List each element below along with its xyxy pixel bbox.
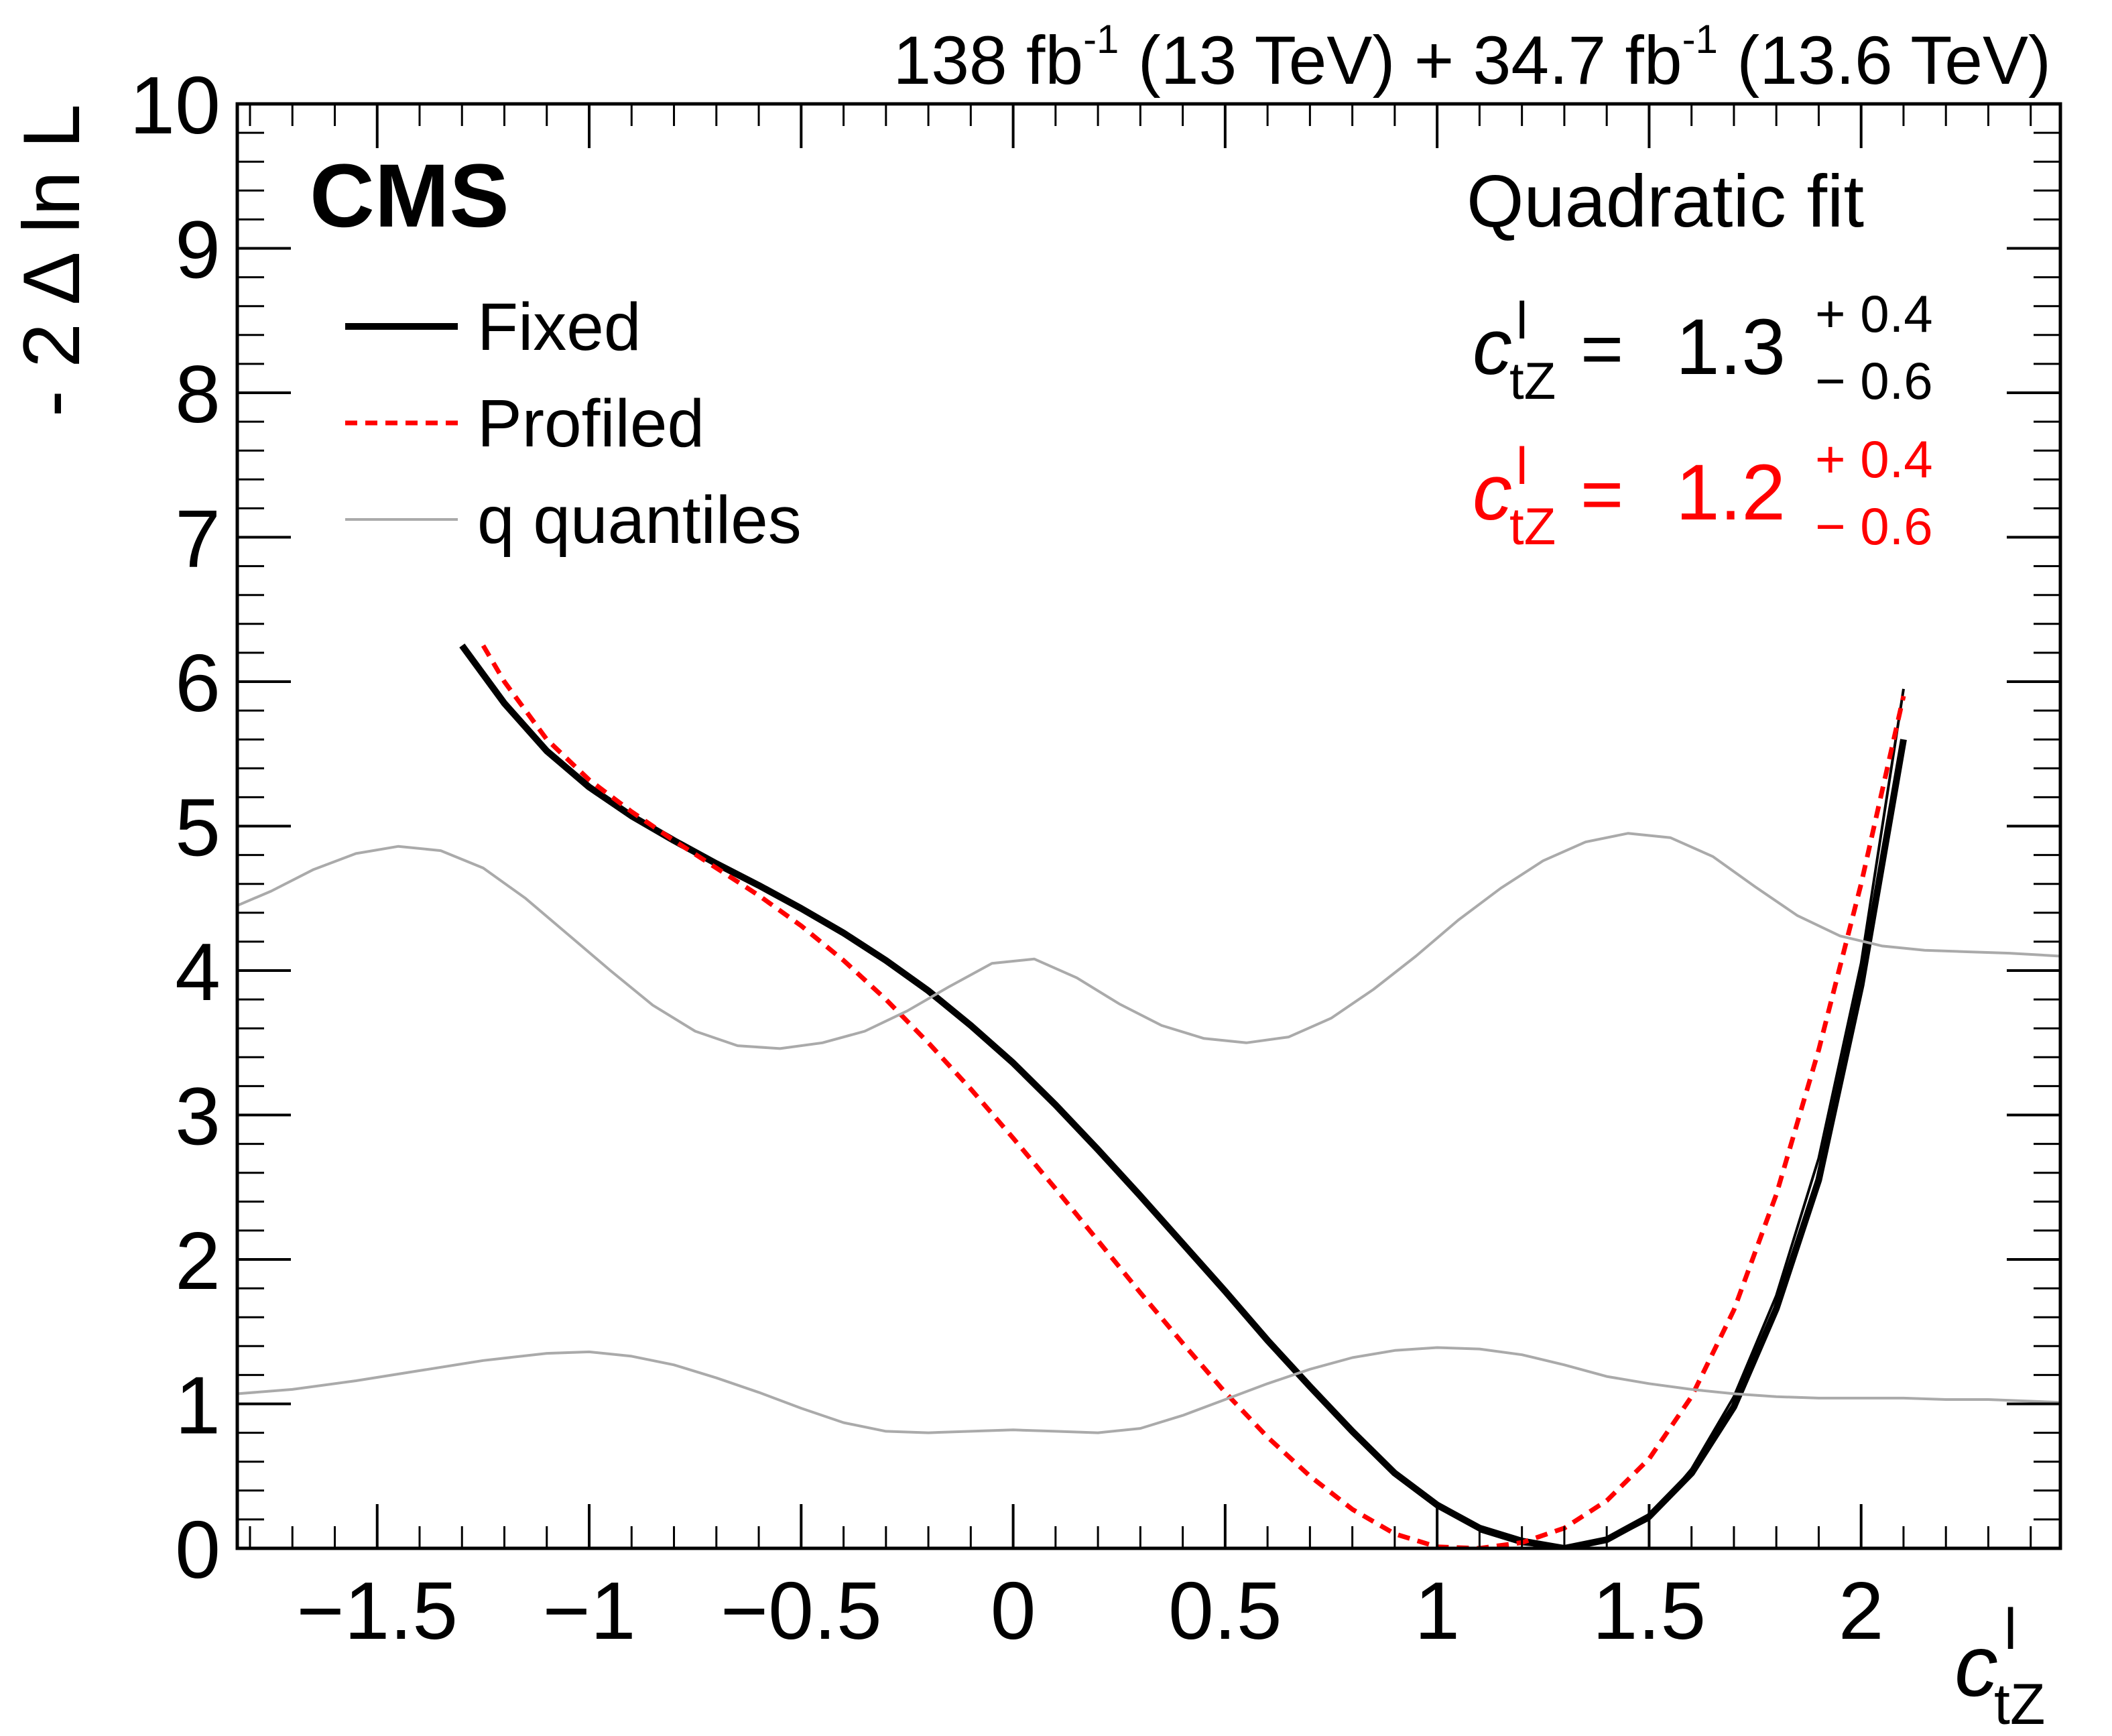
y-tick-label: 2 (175, 1215, 221, 1306)
plot-frame (235, 102, 2062, 1550)
cms-label: CMS (310, 146, 509, 246)
profiled-symbol-sup: l (1516, 436, 1528, 495)
x-tick-label: −1.5 (296, 1565, 458, 1656)
legend-label-quantiles: q quantiles (477, 483, 802, 558)
y-tick-label: 7 (175, 493, 221, 584)
profiled-symbol: c (1473, 448, 1512, 537)
x-tick-label: −1 (542, 1565, 635, 1656)
legend: Fixed Profiled q quantiles (345, 290, 802, 558)
y-tick-label: 5 (175, 782, 221, 873)
y-tick-label: 0 (175, 1504, 221, 1595)
x-axis-title-sup: l (2004, 1597, 2017, 1662)
legend-label-fixed: Fixed (477, 290, 641, 365)
y-tick-label: 9 (175, 204, 221, 296)
fixed-symbol: c (1473, 303, 1512, 391)
y-tick-label: 4 (175, 926, 221, 1017)
x-axis-title: c l tZ (1954, 1597, 2045, 1736)
fit-results: Quadratic fit c l tZ = 1.3 + 0.4 − 0.6 c… (1467, 160, 1933, 556)
series-line-profiled (481, 644, 1906, 1548)
fixed-up: + 0.4 (1815, 284, 1933, 343)
profiled-symbol-sub: tZ (1509, 497, 1556, 556)
y-axis-title: - 2 Δ ln L (7, 104, 97, 417)
axis-ticks: −1.5 −1 −0.5 0 0.5 1 1.5 2 0 1 2 3 4 5 6 7 8 9 10 (129, 60, 2060, 1656)
fixed-symbol-sub: tZ (1509, 351, 1556, 410)
fixed-value: 1.3 (1676, 303, 1786, 391)
fit-result-profiled: c l tZ = 1.2 + 0.4 − 0.6 (1473, 430, 1933, 556)
fixed-equals: = (1580, 308, 1623, 390)
lumi-header: 138 fb-1 (13 TeV) + 34.7 fb-1 (13.6 TeV) (893, 17, 2051, 99)
fit-result-fixed: c l tZ = 1.3 + 0.4 − 0.6 (1473, 284, 1933, 410)
y-tick-label: 10 (129, 60, 221, 151)
profiled-up: + 0.4 (1815, 430, 1933, 489)
y-tick-label: 8 (175, 349, 221, 440)
x-axis-title-sub: tZ (1994, 1672, 2045, 1736)
series-line-q-quantiles-upper (237, 832, 2060, 1050)
series-line-fixed (459, 643, 1907, 1548)
x-tick-label: 1.5 (1593, 1565, 1706, 1656)
x-tick-label: 0 (991, 1565, 1036, 1656)
x-tick-label: 0.5 (1168, 1565, 1282, 1656)
x-axis-title-symbol: c (1954, 1617, 1998, 1715)
y-tick-label: 1 (175, 1360, 221, 1451)
profiled-value: 1.2 (1676, 448, 1786, 537)
series-line-q-quantiles-lower (237, 1346, 2060, 1434)
x-tick-label: 1 (1414, 1565, 1460, 1656)
legend-label-profiled: Profiled (477, 386, 704, 461)
fixed-symbol-sup: l (1516, 291, 1528, 350)
profiled-equals: = (1580, 453, 1623, 536)
y-tick-label: 3 (175, 1071, 221, 1162)
fit-title: Quadratic fit (1467, 160, 1864, 243)
x-tick-label: −0.5 (721, 1565, 882, 1656)
series-layer (237, 643, 2060, 1548)
x-tick-label: 2 (1839, 1565, 1884, 1656)
profiled-down: − 0.6 (1815, 497, 1933, 556)
y-tick-label: 6 (175, 637, 221, 729)
series-line-fixed-fit (1479, 688, 1905, 1548)
fixed-down: − 0.6 (1815, 351, 1933, 410)
